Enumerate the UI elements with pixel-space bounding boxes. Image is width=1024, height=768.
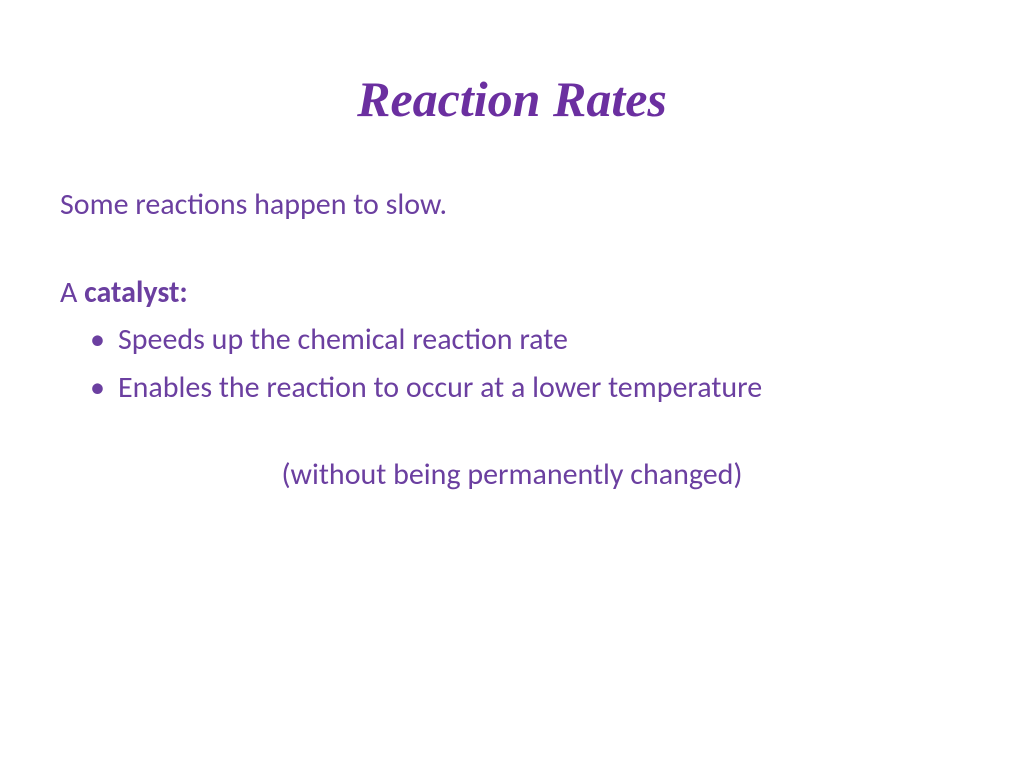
slide: Reaction Rates Some reactions happen to … [0,0,1024,768]
spacer [60,231,964,271]
slide-body: Some reactions happen to slow. A catalys… [60,183,964,497]
bullet-item: Enables the reaction to occur at a lower… [90,366,964,410]
note-line: (without being permanently changed) [60,453,964,497]
intro-line: Some reactions happen to slow. [60,183,964,227]
spacer [60,413,964,453]
bullet-list: Speeds up the chemical reaction rate Ena… [60,318,964,409]
catalyst-heading: A catalyst: [60,271,964,315]
slide-title: Reaction Rates [60,70,964,128]
bullet-item: Speeds up the chemical reaction rate [90,318,964,362]
catalyst-prefix: A [60,274,84,311]
catalyst-bold: catalyst: [84,274,188,311]
